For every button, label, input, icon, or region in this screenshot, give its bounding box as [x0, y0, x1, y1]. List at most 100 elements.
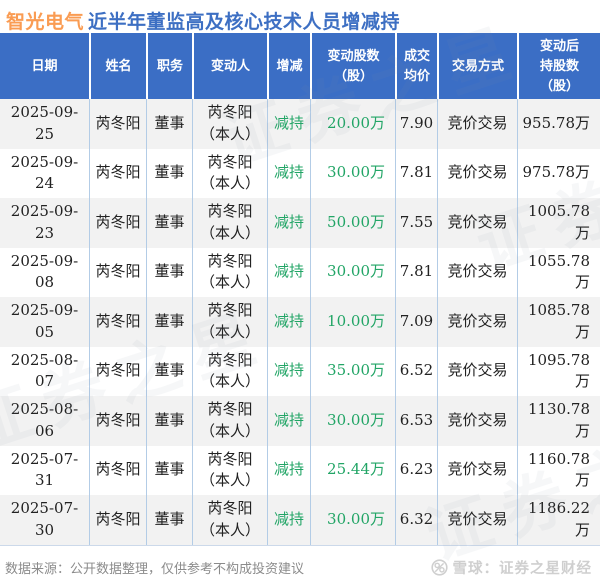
page-title: 智光电气 近半年董监高及核心技术人员增减持: [0, 0, 600, 33]
cell-changer: 芮冬阳 （本人）: [192, 198, 267, 248]
cell-direction: 减持: [267, 445, 310, 495]
header-method: 交易方式: [437, 33, 517, 99]
cell-method: 竞价交易: [437, 346, 517, 396]
cell-avg-price: 6.32: [395, 495, 437, 545]
cell-avg-price: 7.55: [395, 198, 437, 248]
cell-avg-price: 7.81: [395, 247, 437, 297]
cell-name: 芮冬阳: [89, 198, 146, 248]
cell-direction: 减持: [267, 297, 310, 347]
header-after: 变动后 持股数 （股）: [517, 33, 600, 99]
cell-direction: 减持: [267, 396, 310, 446]
cell-date: 2025-09-05: [0, 297, 89, 347]
cell-shares: 35.00万: [310, 346, 395, 396]
cell-avg-price: 7.81: [395, 148, 437, 198]
cell-date: 2025-07-30: [0, 495, 89, 545]
header-name: 姓名: [89, 33, 146, 99]
cell-method: 竞价交易: [437, 99, 517, 149]
cell-after: 955.78万: [517, 99, 600, 149]
table-row: 2025-07-30 芮冬阳 董事 芮冬阳 （本人） 减持 30.00万 6.3…: [0, 495, 600, 545]
cell-shares: 20.00万: [310, 99, 395, 149]
cell-shares: 30.00万: [310, 148, 395, 198]
header-direction: 增减: [267, 33, 310, 99]
cell-after: 1055.78万: [517, 247, 600, 297]
cell-method: 竞价交易: [437, 198, 517, 248]
header-avg-price: 成交 均价: [395, 33, 437, 99]
table-row: 2025-09-08 芮冬阳 董事 芮冬阳 （本人） 减持 30.00万 7.8…: [0, 247, 600, 297]
cell-avg-price: 7.09: [395, 297, 437, 347]
cell-after: 1186.22万: [517, 495, 600, 545]
cell-date: 2025-09-23: [0, 198, 89, 248]
table-row: 2025-07-31 芮冬阳 董事 芮冬阳 （本人） 减持 25.44万 6.2…: [0, 445, 600, 495]
cell-shares: 25.44万: [310, 445, 395, 495]
cell-after: 1005.78万: [517, 198, 600, 248]
cell-direction: 减持: [267, 148, 310, 198]
cell-position: 董事: [146, 99, 192, 149]
cell-direction: 减持: [267, 247, 310, 297]
cell-direction: 减持: [267, 99, 310, 149]
cell-changer: 芮冬阳 （本人）: [192, 148, 267, 198]
cell-direction: 减持: [267, 495, 310, 545]
cell-method: 竞价交易: [437, 247, 517, 297]
cell-name: 芮冬阳: [89, 148, 146, 198]
brand-text: 雪球：证券之星财经: [452, 560, 592, 577]
cell-date: 2025-09-08: [0, 247, 89, 297]
table-row: 2025-09-23 芮冬阳 董事 芮冬阳 （本人） 减持 50.00万 7.5…: [0, 198, 600, 248]
header-changer: 变动人: [192, 33, 267, 99]
cell-avg-price: 6.52: [395, 346, 437, 396]
cell-date: 2025-08-06: [0, 396, 89, 446]
cell-method: 竞价交易: [437, 445, 517, 495]
cell-position: 董事: [146, 346, 192, 396]
data-source-note: 数据来源：公开数据整理，仅供参考不构成投资建议: [5, 560, 305, 576]
cell-changer: 芮冬阳 （本人）: [192, 297, 267, 347]
stock-name: 智光电气: [6, 12, 85, 33]
cell-avg-price: 7.90: [395, 99, 437, 149]
cell-after: 975.78万: [517, 148, 600, 198]
cell-name: 芮冬阳: [89, 495, 146, 545]
cell-name: 芮冬阳: [89, 396, 146, 446]
cell-method: 竞价交易: [437, 148, 517, 198]
table-row: 2025-08-07 芮冬阳 董事 芮冬阳 （本人） 减持 35.00万 6.5…: [0, 346, 600, 396]
title-text: 近半年董监高及核心技术人员增减持: [88, 12, 401, 33]
header-position: 职务: [146, 33, 192, 99]
cell-changer: 芮冬阳 （本人）: [192, 396, 267, 446]
header-shares: 变动股数 （股）: [310, 33, 395, 99]
cell-shares: 30.00万: [310, 396, 395, 446]
cell-direction: 减持: [267, 346, 310, 396]
cell-after: 1130.78万: [517, 396, 600, 446]
cell-after: 1085.78万: [517, 297, 600, 347]
cell-changer: 芮冬阳 （本人）: [192, 99, 267, 149]
cell-shares: 10.00万: [310, 297, 395, 347]
cell-changer: 芮冬阳 （本人）: [192, 495, 267, 545]
cell-position: 董事: [146, 198, 192, 248]
cell-date: 2025-08-07: [0, 346, 89, 396]
brand-credit: 雪球：证券之星财经: [430, 557, 593, 578]
cell-name: 芮冬阳: [89, 346, 146, 396]
cell-name: 芮冬阳: [89, 445, 146, 495]
cell-avg-price: 6.23: [395, 445, 437, 495]
cell-date: 2025-09-25: [0, 99, 89, 149]
footer: 数据来源：公开数据整理，仅供参考不构成投资建议 雪球：证券之星财经: [0, 555, 600, 579]
cell-position: 董事: [146, 148, 192, 198]
cell-direction: 减持: [267, 198, 310, 248]
cell-after: 1095.78万: [517, 346, 600, 396]
cell-name: 芮冬阳: [89, 247, 146, 297]
holdings-table: 日期 姓名 职务 变动人 增减 变动股数 （股） 成交 均价 交易方式 变动后 …: [0, 33, 600, 546]
cell-method: 竞价交易: [437, 396, 517, 446]
table-row: 2025-09-25 芮冬阳 董事 芮冬阳 （本人） 减持 20.00万 7.9…: [0, 99, 600, 149]
holdings-table-body: 2025-09-25 芮冬阳 董事 芮冬阳 （本人） 减持 20.00万 7.9…: [0, 99, 600, 545]
cell-position: 董事: [146, 297, 192, 347]
cell-shares: 50.00万: [310, 198, 395, 248]
cell-position: 董事: [146, 396, 192, 446]
cell-method: 竞价交易: [437, 297, 517, 347]
table-header-row: 日期 姓名 职务 变动人 增减 变动股数 （股） 成交 均价 交易方式 变动后 …: [0, 33, 600, 99]
cell-position: 董事: [146, 247, 192, 297]
cell-name: 芮冬阳: [89, 99, 146, 149]
cell-name: 芮冬阳: [89, 297, 146, 347]
header-date: 日期: [0, 33, 89, 99]
cell-position: 董事: [146, 445, 192, 495]
cell-after: 1160.78万: [517, 445, 600, 495]
cell-changer: 芮冬阳 （本人）: [192, 247, 267, 297]
xueqiu-logo-icon: [430, 558, 448, 576]
table-row: 2025-09-05 芮冬阳 董事 芮冬阳 （本人） 减持 10.00万 7.0…: [0, 297, 600, 347]
